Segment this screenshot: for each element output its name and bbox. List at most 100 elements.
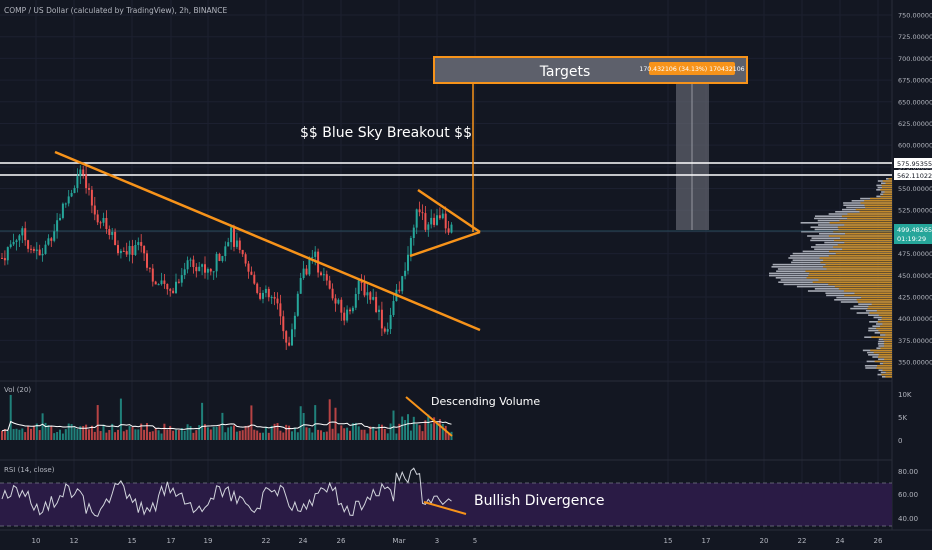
volume-profile-bar-up — [859, 211, 892, 213]
rsi-line — [1, 467, 452, 517]
candle-body — [59, 217, 61, 221]
volume-bar — [137, 429, 140, 440]
volume-profile-bar-up — [884, 358, 892, 360]
volume-profile-bar-up — [818, 279, 892, 281]
candle-body — [140, 242, 143, 246]
volume-bar — [262, 432, 264, 440]
candle-body — [102, 217, 105, 223]
candle-body — [273, 296, 276, 299]
candle-body — [334, 298, 337, 304]
volume-profile-bar-up — [805, 270, 892, 272]
candle-body — [79, 169, 82, 177]
candle-body — [337, 299, 340, 304]
volume-bar — [192, 432, 195, 440]
volume-bar — [340, 425, 343, 440]
rsi-band — [0, 483, 892, 526]
candle-body — [238, 240, 241, 250]
volume-bar — [418, 425, 421, 440]
volume-bar — [351, 423, 354, 440]
rsi-tick-60: 60.00 — [898, 491, 918, 499]
volume-profile-bar-up — [845, 233, 892, 235]
volume-bar — [21, 428, 24, 440]
volume-bar — [15, 428, 18, 440]
triangle-upper-line[interactable] — [417, 188, 481, 234]
volume-bar — [267, 432, 270, 440]
candle-body — [47, 238, 50, 245]
candle-body — [93, 205, 96, 215]
volume-profile-bar-up — [885, 182, 892, 184]
candle-body — [424, 213, 427, 230]
candle-body — [67, 196, 70, 204]
volume-profile-bar-up — [844, 224, 892, 226]
volume-trend-line[interactable] — [405, 396, 453, 437]
volume-bar — [9, 394, 12, 440]
triangle-lower-line[interactable] — [409, 230, 481, 258]
volume-bar — [415, 423, 418, 440]
volume-bar — [221, 412, 224, 440]
candle-body — [143, 245, 146, 254]
volume-bar — [172, 430, 175, 440]
volume-bar — [386, 433, 389, 440]
volume-bar — [259, 432, 262, 440]
volume-bar — [96, 405, 99, 440]
volume-profile-bar-up — [880, 347, 892, 349]
price-tick-label: 675.000000 — [898, 77, 932, 85]
candle-body — [85, 174, 88, 189]
volume-profile-bar-up — [833, 246, 892, 248]
candle-body — [354, 294, 357, 308]
volume-bar — [322, 432, 325, 440]
volume-bar — [146, 423, 148, 440]
volume-profile-bar-up — [864, 200, 892, 202]
volume-bar — [99, 431, 102, 440]
volume-bar — [215, 426, 218, 440]
candle-body — [172, 290, 175, 294]
volume-bar — [79, 426, 82, 440]
candle-body — [401, 276, 404, 292]
candle-body — [209, 268, 212, 272]
candle-body — [328, 280, 331, 289]
volume-bar — [183, 430, 186, 440]
volume-bar — [119, 398, 122, 440]
volume-bar — [61, 433, 64, 440]
volume-bar — [238, 430, 241, 440]
candle-body — [6, 247, 9, 261]
volume-bar — [111, 423, 114, 440]
candle-body — [64, 203, 67, 205]
volume-bar — [105, 432, 108, 440]
volume-bar — [334, 407, 337, 440]
volume-bar — [140, 423, 143, 440]
volume-bar — [363, 429, 366, 440]
candle-body — [32, 248, 35, 251]
candle-body — [30, 248, 32, 250]
candle-body — [218, 253, 221, 261]
candle-body — [96, 214, 99, 223]
candle-body — [215, 253, 218, 272]
rsi-trend-line[interactable] — [423, 501, 467, 515]
volume-profile-bar-up — [808, 274, 892, 277]
candle-body — [151, 268, 154, 282]
volume-profile-bar-up — [883, 193, 892, 195]
volume-bar — [151, 431, 154, 440]
volume-bar — [424, 420, 427, 440]
volume-profile-bar-up — [844, 294, 892, 297]
volume-profile-bar-up — [877, 321, 892, 323]
volume-bar — [438, 419, 441, 440]
price-axis[interactable]: 750.000000 725.000000 700.000000 675.000000… — [898, 12, 932, 367]
candle-body — [247, 263, 250, 272]
candle-body — [340, 299, 343, 313]
candle-body — [311, 256, 314, 258]
volume-profile-bar-up — [819, 257, 892, 259]
volume-bar — [134, 429, 137, 440]
time-axis[interactable]: 10 12 15 17 19 22 24 26 Mar 3 5 15 17 20 22 24 26 — [32, 537, 883, 545]
candle-body — [250, 271, 253, 275]
volume-bar — [308, 428, 311, 440]
time-tick-label: 20 — [760, 537, 769, 545]
descending-trendline[interactable] — [54, 150, 481, 332]
time-tick-label: 15 — [664, 537, 673, 545]
volume-bar — [331, 428, 334, 440]
time-tick-label: 22 — [798, 537, 807, 545]
candle-body — [267, 288, 270, 298]
volume-bar — [128, 425, 131, 440]
